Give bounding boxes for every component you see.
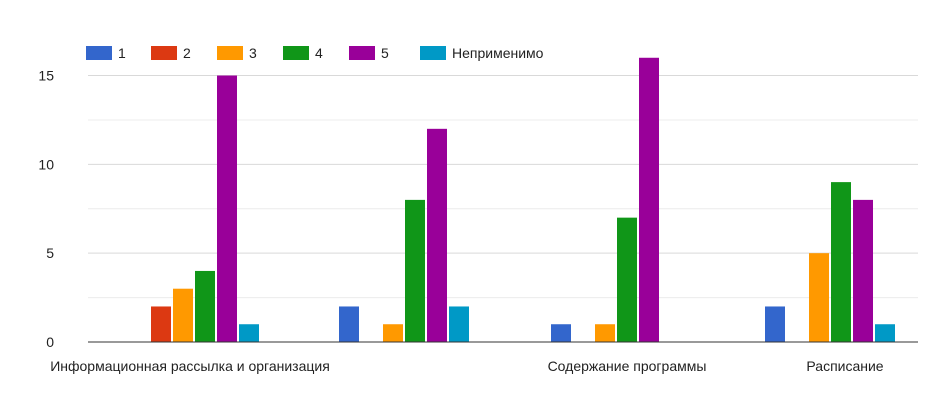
x-category-label: Содержание программы <box>548 358 707 374</box>
y-tick-label: 10 <box>38 156 54 172</box>
bar[interactable] <box>339 306 359 342</box>
y-tick-label: 15 <box>38 68 54 84</box>
bar[interactable] <box>239 324 259 342</box>
bar[interactable] <box>195 270 215 342</box>
legend-item[interactable]: 5 <box>349 45 389 61</box>
gridlines <box>88 75 918 299</box>
y-axis-ticks: 0 5 10 15 <box>38 68 54 350</box>
legend-label: 5 <box>381 45 389 61</box>
legend-swatch <box>151 46 177 60</box>
bar[interactable] <box>551 324 571 342</box>
bar[interactable] <box>383 324 403 342</box>
bar[interactable] <box>853 199 873 342</box>
legend-label: 2 <box>183 45 191 61</box>
bar[interactable] <box>639 57 659 342</box>
legend-item[interactable]: 2 <box>151 45 191 61</box>
bar[interactable] <box>151 306 171 342</box>
bar[interactable] <box>449 306 469 342</box>
legend-swatch <box>349 46 375 60</box>
bar[interactable] <box>809 253 829 342</box>
legend[interactable]: 1 2 3 4 5 Неприменимо <box>86 45 544 61</box>
category-labels: Информационная рассылка и организация Сод… <box>50 358 884 374</box>
legend-swatch <box>217 46 243 60</box>
bars <box>151 57 895 342</box>
bar[interactable] <box>617 217 637 342</box>
bar[interactable] <box>831 182 851 342</box>
bar[interactable] <box>875 324 895 342</box>
x-category-label: Расписание <box>806 358 883 374</box>
legend-label: Неприменимо <box>452 45 544 61</box>
bar[interactable] <box>217 75 237 342</box>
bar[interactable] <box>173 288 193 342</box>
legend-label: 3 <box>249 45 257 61</box>
bar[interactable] <box>765 306 785 342</box>
legend-item[interactable]: 1 <box>86 45 126 61</box>
bar[interactable] <box>427 128 447 342</box>
legend-label: 4 <box>315 45 323 61</box>
legend-item[interactable]: 4 <box>283 45 323 61</box>
bar[interactable] <box>595 324 615 342</box>
legend-item[interactable]: 3 <box>217 45 257 61</box>
legend-label: 1 <box>118 45 126 61</box>
bar[interactable] <box>405 199 425 342</box>
legend-swatch <box>86 46 112 60</box>
legend-swatch <box>283 46 309 60</box>
y-tick-label: 5 <box>46 245 54 261</box>
legend-item[interactable]: Неприменимо <box>420 45 544 61</box>
x-category-label: Информационная рассылка и организация <box>50 358 330 374</box>
legend-swatch <box>420 46 446 60</box>
y-tick-label: 0 <box>46 334 54 350</box>
